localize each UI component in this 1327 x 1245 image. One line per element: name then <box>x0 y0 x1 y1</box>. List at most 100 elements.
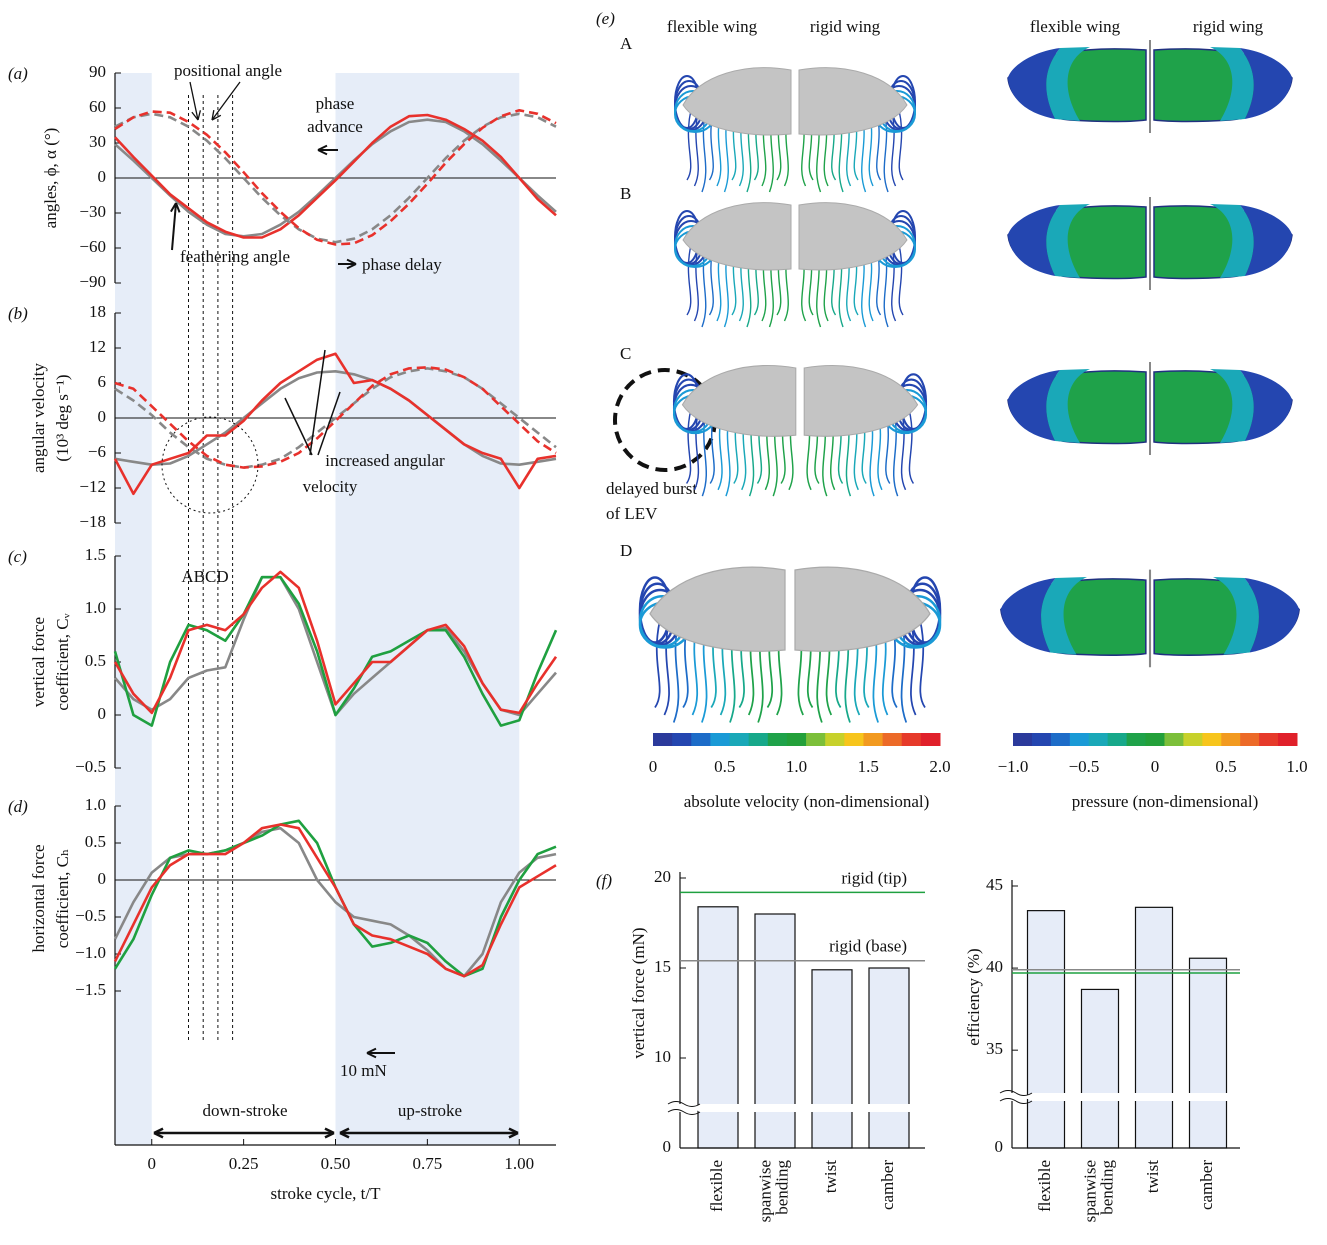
x-axis-label: stroke cycle, t/T <box>271 1184 382 1203</box>
annotation: feathering angle <box>180 247 290 266</box>
wing-half <box>1153 576 1300 656</box>
colorbar-segment <box>863 733 884 746</box>
y-tick-label: 90 <box>89 62 106 81</box>
colorbar-tick-label: 0.5 <box>1215 757 1236 776</box>
wing-half <box>1153 47 1293 123</box>
x-tick-label: 0 <box>148 1154 157 1173</box>
row-label: B <box>620 184 631 203</box>
y-axis-label: horizontal force <box>29 844 48 952</box>
data-line <box>113 575 558 727</box>
y-tick-label: 1.0 <box>85 598 106 617</box>
panel-label: (b) <box>8 304 28 323</box>
streamline <box>898 109 904 181</box>
data-line <box>113 823 557 978</box>
colorbar-segment <box>1050 733 1071 746</box>
wing-half <box>794 566 942 723</box>
wing-half <box>1007 369 1147 445</box>
pressure-contour <box>1008 205 1060 276</box>
x-tick-label: flexible <box>707 1160 726 1212</box>
y-tick-label: −90 <box>79 272 106 291</box>
colorbar-segment <box>825 733 845 746</box>
colorbar-segment <box>806 733 826 746</box>
y-axis-label: angles, ϕ, α (°) <box>41 128 60 229</box>
y-tick-label: 60 <box>89 97 106 116</box>
background-layer <box>115 73 520 1145</box>
y-tick-label: 0 <box>98 869 107 888</box>
arrow-head <box>324 1131 335 1139</box>
annotation-arrow <box>189 81 199 121</box>
pointer-line <box>309 349 326 456</box>
wing-half <box>674 202 792 328</box>
y-axis-label: coefficient, Cₕ <box>53 849 72 949</box>
y-tick-label: 40 <box>986 957 1003 976</box>
y-tick-label: −6 <box>88 442 106 461</box>
x-tick-label: twist <box>821 1160 840 1193</box>
arrow-head <box>324 1127 335 1135</box>
x-tick-label: spanwisebending <box>1080 1160 1116 1223</box>
column-header: rigid wing <box>810 17 881 36</box>
wing-surface <box>794 566 931 652</box>
annotation: positional angle <box>174 61 282 80</box>
data-line <box>114 118 557 238</box>
pressure-contour <box>1046 204 1090 278</box>
arrow-head <box>191 111 199 121</box>
arrow-head <box>366 1047 377 1054</box>
pressure-contour <box>1008 48 1060 119</box>
reference-label: rigid (tip) <box>841 868 907 887</box>
x-tick-label: twist <box>1143 1160 1162 1193</box>
annotation: 10 mN <box>340 1061 387 1080</box>
annotation: phase delay <box>362 255 442 274</box>
bar <box>1134 906 1174 1149</box>
colorbar-segment <box>1013 733 1033 746</box>
pressure-wing <box>1000 569 1300 668</box>
colorbar-segment <box>1183 733 1203 746</box>
colorbar-segment <box>1126 733 1147 746</box>
arrow-head <box>346 263 357 270</box>
data-line <box>114 113 557 239</box>
wing-half <box>1153 204 1293 280</box>
colorbar-tick-label: −1.0 <box>998 757 1029 776</box>
y-tick-label: 0.5 <box>85 832 106 851</box>
data-line <box>113 570 558 715</box>
pressure-wing <box>1007 197 1293 290</box>
wing-half <box>798 67 916 193</box>
wing-surface <box>682 202 792 271</box>
flow-wing <box>674 67 916 193</box>
x-tick-label: spanwisebending <box>755 1160 791 1223</box>
bar <box>868 967 910 1149</box>
wing-half <box>803 365 928 497</box>
y-tick-label: −1.0 <box>75 943 106 962</box>
x-tick-label: camber <box>878 1160 897 1210</box>
wing-half <box>1007 204 1147 280</box>
arrow-head <box>339 1131 350 1139</box>
arrow-head <box>366 1052 377 1059</box>
data-line <box>114 370 557 466</box>
pressure-contour <box>1210 369 1254 443</box>
annotation: velocity <box>303 477 358 496</box>
arrow-head <box>211 110 215 121</box>
arrow-head <box>153 1131 164 1139</box>
colorbar-tick-label: 2.0 <box>929 757 950 776</box>
wing-surface <box>649 566 786 652</box>
colorbar-segment <box>1202 733 1222 746</box>
colorbar-segment <box>1164 733 1184 746</box>
wing-half <box>1007 47 1147 123</box>
data-line <box>114 366 557 469</box>
streamline <box>908 409 915 484</box>
pressure-contour <box>1240 48 1292 119</box>
column-header: flexible wing <box>1030 17 1121 36</box>
colorbar-segment <box>653 733 673 746</box>
pressure-wing <box>1007 362 1293 455</box>
pressure-contour <box>1210 47 1254 121</box>
colorbar-tick-label: 0.5 <box>714 757 735 776</box>
axis-break-edge <box>999 1098 1033 1104</box>
pressure-contour <box>1008 370 1060 441</box>
colorbar-segment <box>1221 733 1241 746</box>
y-tick-label: −12 <box>79 477 106 496</box>
colorbar-segment <box>1278 733 1298 746</box>
panel-label: (d) <box>8 797 28 816</box>
colorbar-segment <box>729 733 750 746</box>
wing-half <box>672 365 797 497</box>
annotation: down-stroke <box>203 1101 288 1120</box>
colorbar-segment <box>691 733 711 746</box>
